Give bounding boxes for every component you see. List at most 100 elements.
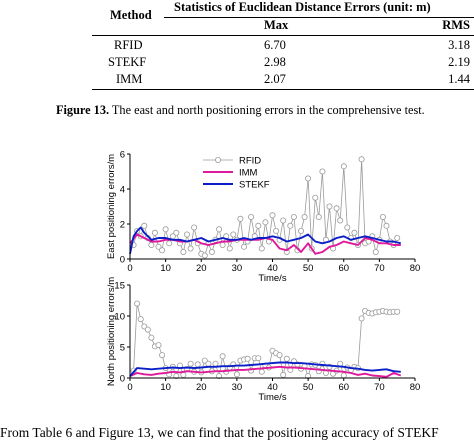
data-point — [159, 352, 166, 359]
y-tick-label: 4 — [120, 185, 125, 196]
data-point — [155, 243, 162, 250]
data-point — [208, 249, 215, 256]
data-point — [240, 243, 247, 250]
data-point — [383, 222, 390, 229]
data-point — [358, 156, 365, 163]
data-point — [173, 229, 180, 236]
table-col-header-max: Max — [264, 18, 289, 32]
data-point — [159, 247, 166, 254]
data-point — [258, 368, 265, 375]
table-stub-header: Method — [110, 8, 152, 22]
data-point — [280, 217, 287, 224]
x-tick-label: 20 — [196, 263, 207, 274]
figure-caption-text: The east and north positioning errors in… — [111, 103, 425, 117]
x-tick-label: 80 — [410, 382, 421, 393]
data-point — [237, 215, 244, 222]
series-line-rfid — [133, 158, 398, 256]
table-cell-method: IMM — [116, 72, 143, 86]
y-axis-label: East positioning errors/m — [106, 154, 117, 259]
legend-label: RFID — [239, 156, 261, 167]
table-cell-rms: 1.44 — [448, 72, 470, 86]
data-point — [248, 214, 255, 221]
data-point — [166, 240, 173, 247]
data-point — [344, 224, 351, 231]
data-point — [162, 226, 169, 233]
legend-label: IMM — [239, 168, 258, 179]
data-point — [273, 228, 280, 235]
data-point — [315, 214, 322, 221]
x-tick-label: 10 — [160, 263, 171, 274]
data-point — [219, 353, 226, 360]
y-tick-label: 10 — [114, 312, 125, 323]
table-cell-method: STEKF — [108, 55, 147, 69]
y-tick-label: 5 — [120, 343, 125, 354]
data-point — [319, 168, 326, 175]
table-cell-max: 2.07 — [264, 72, 286, 86]
data-point — [276, 352, 283, 359]
table-group-header: Statistics of Euclidean Distance Errors … — [174, 0, 431, 14]
y-axis-label: North positioning errors/m — [106, 277, 117, 386]
x-axis-label: Time/s — [258, 273, 286, 284]
y-tick-label: 15 — [114, 281, 125, 292]
data-point — [358, 315, 365, 322]
data-point — [194, 361, 201, 368]
x-tick-label: 80 — [410, 263, 421, 274]
y-tick-label: 0 — [120, 374, 125, 385]
data-point — [297, 228, 304, 235]
north-error-chart: 0 10 20 30 40 50 60 70 80 0 5 10 15 Time/s North posit… — [106, 277, 420, 403]
table-rule-header — [92, 35, 474, 36]
body-paragraph: From Table 6 and Figure 13, we can find … — [0, 425, 439, 440]
x-tick-label: 40 — [267, 263, 278, 274]
data-point — [187, 245, 194, 252]
series-line-imm — [129, 365, 402, 378]
table-rule-bottom — [92, 89, 474, 90]
data-point — [301, 214, 308, 221]
data-point — [394, 308, 401, 315]
data-point — [187, 360, 194, 367]
table-col-header-rms: RMS — [442, 18, 470, 32]
data-point — [233, 371, 240, 378]
data-point — [372, 249, 379, 256]
data-point — [283, 355, 290, 362]
x-tick-label: 30 — [232, 263, 243, 274]
x-tick-label: 20 — [196, 382, 207, 393]
data-point — [340, 163, 347, 170]
data-point — [337, 217, 344, 224]
data-point — [269, 212, 276, 219]
data-point — [290, 214, 297, 221]
figure-caption: Figure 13. The east and north positionin… — [56, 103, 425, 118]
data-point — [312, 194, 319, 201]
east-error-chart: 0 10 20 30 40 50 60 70 80 0 2 4 6 Time/s East position… — [106, 150, 420, 285]
data-point — [201, 252, 208, 259]
x-axis-label: Time/s — [258, 392, 286, 403]
data-point — [134, 300, 141, 307]
data-point — [180, 371, 187, 378]
table-cell-method: RFID — [114, 38, 143, 52]
data-point — [216, 373, 223, 380]
data-point — [326, 203, 333, 210]
x-tick-label: 50 — [303, 263, 314, 274]
x-tick-label: 0 — [127, 263, 132, 274]
data-point — [219, 242, 226, 249]
data-point — [394, 235, 401, 242]
data-point — [262, 219, 269, 226]
table-cell-rms: 3.18 — [448, 38, 470, 52]
x-tick-label: 70 — [374, 263, 385, 274]
data-point — [205, 360, 212, 367]
data-point — [255, 222, 262, 229]
data-point — [137, 316, 144, 323]
series-line-stekf — [129, 226, 402, 254]
legend-label: STEKF — [239, 180, 270, 191]
table-cell-max: 6.70 — [264, 38, 286, 52]
data-point — [226, 245, 233, 252]
x-tick-label: 60 — [338, 263, 349, 274]
x-tick-label: 70 — [374, 382, 385, 393]
data-point — [305, 175, 312, 182]
data-point — [351, 229, 358, 236]
data-point — [155, 342, 162, 349]
figure-caption-label: Figure 13. — [56, 103, 110, 117]
data-point — [144, 326, 151, 333]
x-tick-label: 50 — [303, 382, 314, 393]
x-tick-label: 40 — [267, 382, 278, 393]
